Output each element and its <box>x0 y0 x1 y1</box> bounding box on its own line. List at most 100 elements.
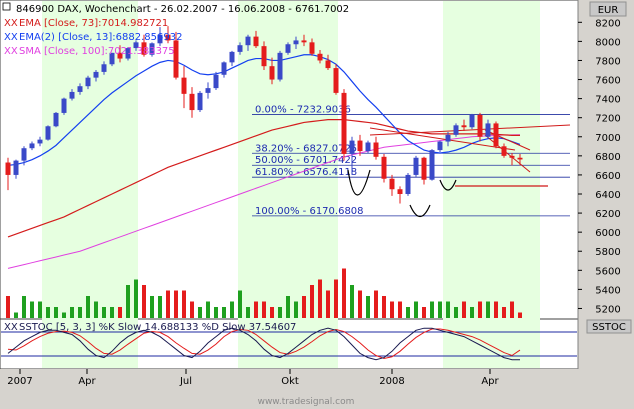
volume-bar[interactable] <box>478 301 482 319</box>
volume-bar[interactable] <box>326 290 330 319</box>
candle-body[interactable] <box>69 91 75 99</box>
candle-body[interactable] <box>469 114 475 128</box>
volume-bar[interactable] <box>430 301 434 319</box>
candle-body[interactable] <box>253 36 259 47</box>
volume-bar[interactable] <box>462 301 466 319</box>
candle-body[interactable] <box>149 43 155 55</box>
volume-bar[interactable] <box>198 307 202 318</box>
candle-body[interactable] <box>85 77 91 87</box>
candle-body[interactable] <box>77 86 83 92</box>
pattern-arc-right[interactable] <box>439 179 457 191</box>
candle-body[interactable] <box>477 114 483 137</box>
candle-body[interactable] <box>397 189 403 194</box>
volume-bar[interactable] <box>230 301 234 319</box>
candle-body[interactable] <box>205 88 211 93</box>
volume-bar[interactable] <box>166 290 170 319</box>
candle-body[interactable] <box>173 40 179 78</box>
volume-bar[interactable] <box>302 296 306 318</box>
ema73-legend-marker[interactable]: XX <box>4 18 18 29</box>
volume-bar[interactable] <box>206 301 210 319</box>
volume-bar[interactable] <box>134 279 138 319</box>
candle-body[interactable] <box>45 126 51 140</box>
candle-body[interactable] <box>285 44 291 53</box>
volume-bar[interactable] <box>190 301 194 319</box>
volume-bar[interactable] <box>502 307 506 318</box>
candle-body[interactable] <box>125 48 131 59</box>
volume-bar[interactable] <box>254 301 258 319</box>
volume-bar[interactable] <box>6 296 10 318</box>
volume-bar[interactable] <box>398 301 402 319</box>
volume-bar[interactable] <box>126 285 130 318</box>
candle-body[interactable] <box>509 155 515 158</box>
volume-bar[interactable] <box>46 307 50 318</box>
volume-bar[interactable] <box>510 301 514 319</box>
volume-bar[interactable] <box>470 307 474 318</box>
candle-body[interactable] <box>501 146 507 156</box>
candle-body[interactable] <box>317 53 323 61</box>
candle-body[interactable] <box>21 148 27 161</box>
candle-body[interactable] <box>165 34 171 41</box>
candle-body[interactable] <box>93 71 99 78</box>
volume-bar[interactable] <box>246 307 250 318</box>
volume-bar[interactable] <box>358 290 362 319</box>
volume-bar[interactable] <box>94 301 98 319</box>
trendline[interactable] <box>484 134 531 173</box>
volume-bar[interactable] <box>174 290 178 319</box>
volume-bar[interactable] <box>86 296 90 318</box>
trendline[interactable] <box>484 129 531 151</box>
volume-bar[interactable] <box>118 307 122 318</box>
candle-body[interactable] <box>421 157 427 180</box>
candle-body[interactable] <box>405 174 411 194</box>
candle-body[interactable] <box>301 40 307 43</box>
candle-body[interactable] <box>181 77 187 94</box>
volume-bar[interactable] <box>54 307 58 318</box>
trendline[interactable] <box>369 127 516 151</box>
candlesticks[interactable] <box>5 26 523 204</box>
candle-body[interactable] <box>485 123 491 137</box>
volume-bar[interactable] <box>270 307 274 318</box>
volume-bars[interactable] <box>6 268 522 319</box>
candle-body[interactable] <box>333 68 339 93</box>
volume-bar[interactable] <box>446 301 450 319</box>
candle-body[interactable] <box>429 150 435 180</box>
candle-body[interactable] <box>413 157 419 175</box>
trend-annotations[interactable] <box>347 124 571 218</box>
volume-bar[interactable] <box>390 301 394 319</box>
collapse-box-icon[interactable] <box>2 2 11 11</box>
candle-body[interactable] <box>133 42 139 49</box>
candle-body[interactable] <box>341 92 347 154</box>
sma100-line[interactable] <box>7 134 521 269</box>
candle-body[interactable] <box>277 52 283 80</box>
candle-body[interactable] <box>309 42 315 54</box>
candle-body[interactable] <box>453 125 459 135</box>
volume-bar[interactable] <box>222 307 226 318</box>
candle-body[interactable] <box>189 93 195 111</box>
candle-body[interactable] <box>445 134 451 142</box>
volume-bar[interactable] <box>350 285 354 318</box>
volume-bar[interactable] <box>182 290 186 319</box>
candle-body[interactable] <box>381 156 387 179</box>
volume-bar[interactable] <box>454 307 458 318</box>
volume-bar[interactable] <box>438 301 442 319</box>
volume-bar[interactable] <box>366 296 370 318</box>
candle-body[interactable] <box>269 66 275 80</box>
candle-body[interactable] <box>229 51 235 63</box>
candle-body[interactable] <box>517 157 523 160</box>
stoch-k-line[interactable] <box>7 327 520 361</box>
candle-body[interactable] <box>213 74 219 89</box>
volume-bar[interactable] <box>38 301 42 319</box>
volume-bar[interactable] <box>150 296 154 318</box>
volume-bar[interactable] <box>22 296 26 318</box>
volume-bar[interactable] <box>262 301 266 319</box>
candle-body[interactable] <box>141 42 147 55</box>
volume-bar[interactable] <box>214 307 218 318</box>
volume-bar[interactable] <box>382 296 386 318</box>
volume-bar[interactable] <box>342 268 346 319</box>
volume-bar[interactable] <box>102 307 106 318</box>
candle-body[interactable] <box>293 40 299 45</box>
volume-bar[interactable] <box>318 279 322 319</box>
candle-body[interactable] <box>157 34 163 44</box>
fibonacci-retracement[interactable]: 0.00% - 7232.9036 38.20% - 6827.072550.00… <box>252 105 570 217</box>
candle-body[interactable] <box>101 64 107 72</box>
volume-bar[interactable] <box>422 307 426 318</box>
